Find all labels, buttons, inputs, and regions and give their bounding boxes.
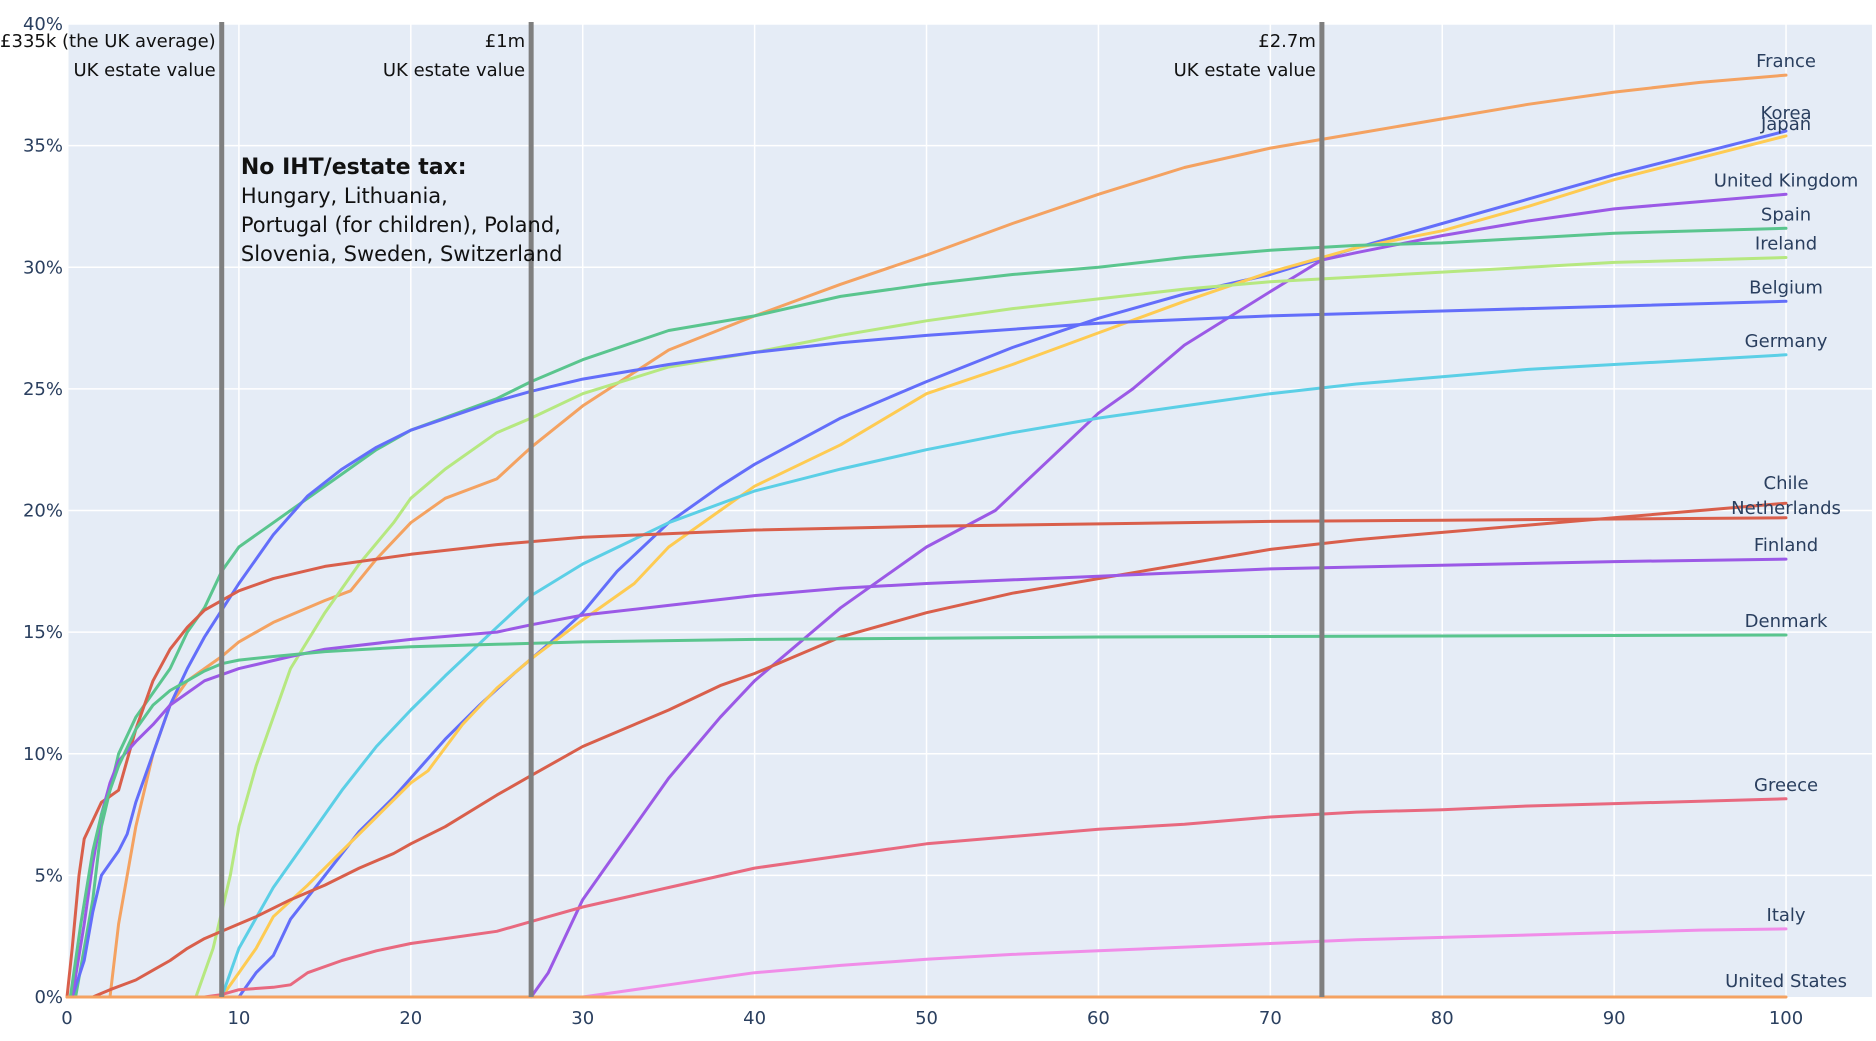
reference-line-label: £2.7m xyxy=(1258,31,1316,52)
series-end-label: Germany xyxy=(1745,331,1828,352)
series-line xyxy=(220,134,1788,999)
series-line xyxy=(68,633,1788,999)
series-end-label: Chile xyxy=(1764,473,1809,494)
reference-line-label: £335k (the UK average) xyxy=(0,31,216,52)
series-line xyxy=(70,557,1788,999)
annotation-title: No IHT/estate tax: xyxy=(241,155,467,180)
y-tick-label: 5% xyxy=(34,865,63,886)
series-end-label: Greece xyxy=(1754,775,1818,796)
annotation-line: Portugal (for children), Poland, xyxy=(241,213,561,237)
x-tick-label: 70 xyxy=(1259,1008,1282,1029)
series-line xyxy=(220,353,1788,999)
series-end-label: United States xyxy=(1725,971,1847,992)
reference-line-label: UK estate value xyxy=(383,60,525,81)
x-tick-label: 50 xyxy=(915,1008,938,1029)
x-tick-label: 40 xyxy=(743,1008,766,1029)
annotation-line: Slovenia, Sweden, Switzerland xyxy=(241,242,563,266)
series-end-label: Spain xyxy=(1761,204,1811,225)
series-end-label: Italy xyxy=(1767,905,1806,926)
y-tick-label: 10% xyxy=(23,744,63,765)
x-tick-label: 80 xyxy=(1431,1008,1454,1029)
x-tick-label: 90 xyxy=(1603,1008,1626,1029)
x-tick-label: 30 xyxy=(571,1008,594,1029)
series-end-label: Ireland xyxy=(1755,234,1817,255)
reference-line-label: UK estate value xyxy=(1174,60,1316,81)
reference-line-label: £1m xyxy=(485,31,525,52)
series-line xyxy=(65,516,1788,999)
series-end-label: Belgium xyxy=(1749,277,1823,298)
series-end-label: Japan xyxy=(1760,114,1811,135)
x-tick-label: 100 xyxy=(1769,1008,1803,1029)
series-end-label: Denmark xyxy=(1745,611,1828,632)
annotation-line: Hungary, Lithuania, xyxy=(241,184,448,208)
reference-line-label: UK estate value xyxy=(73,60,215,81)
grid-lines xyxy=(65,23,1872,997)
x-tick-label: 60 xyxy=(1087,1008,1110,1029)
y-tick-label: 30% xyxy=(23,257,63,278)
x-tick-label: 10 xyxy=(227,1008,250,1029)
series-line xyxy=(70,299,1788,999)
series-end-label: Finland xyxy=(1754,535,1818,556)
series-line xyxy=(203,797,1788,999)
y-tick-label: 35% xyxy=(23,136,63,157)
x-tick-label: 20 xyxy=(399,1008,422,1029)
y-tick-label: 15% xyxy=(23,622,63,643)
no-tax-annotation: No IHT/estate tax: Hungary, Lithuania, P… xyxy=(241,155,563,266)
y-tick-label: 40% xyxy=(23,14,63,35)
axis-ticks: 0% 5% 10% 15% 20% 25% 30% 35% 40% 0 10 20 30 40 50 60 70… xyxy=(23,14,1803,1029)
series-end-label: Netherlands xyxy=(1731,498,1841,519)
y-tick-label: 25% xyxy=(23,379,63,400)
series-line xyxy=(529,192,1788,999)
y-tick-label: 20% xyxy=(23,501,63,522)
series-end-label: Korea xyxy=(1761,103,1812,124)
reference-lines: £335k (the UK average) UK estate value £1m… xyxy=(0,22,1325,997)
series-line xyxy=(581,927,1788,999)
x-tick-label: 0 xyxy=(61,1008,72,1029)
series-end-label: United Kingdom xyxy=(1714,170,1858,191)
y-tick-label: 0% xyxy=(34,987,63,1008)
series-line xyxy=(194,256,1788,999)
series-end-label: France xyxy=(1756,51,1816,72)
